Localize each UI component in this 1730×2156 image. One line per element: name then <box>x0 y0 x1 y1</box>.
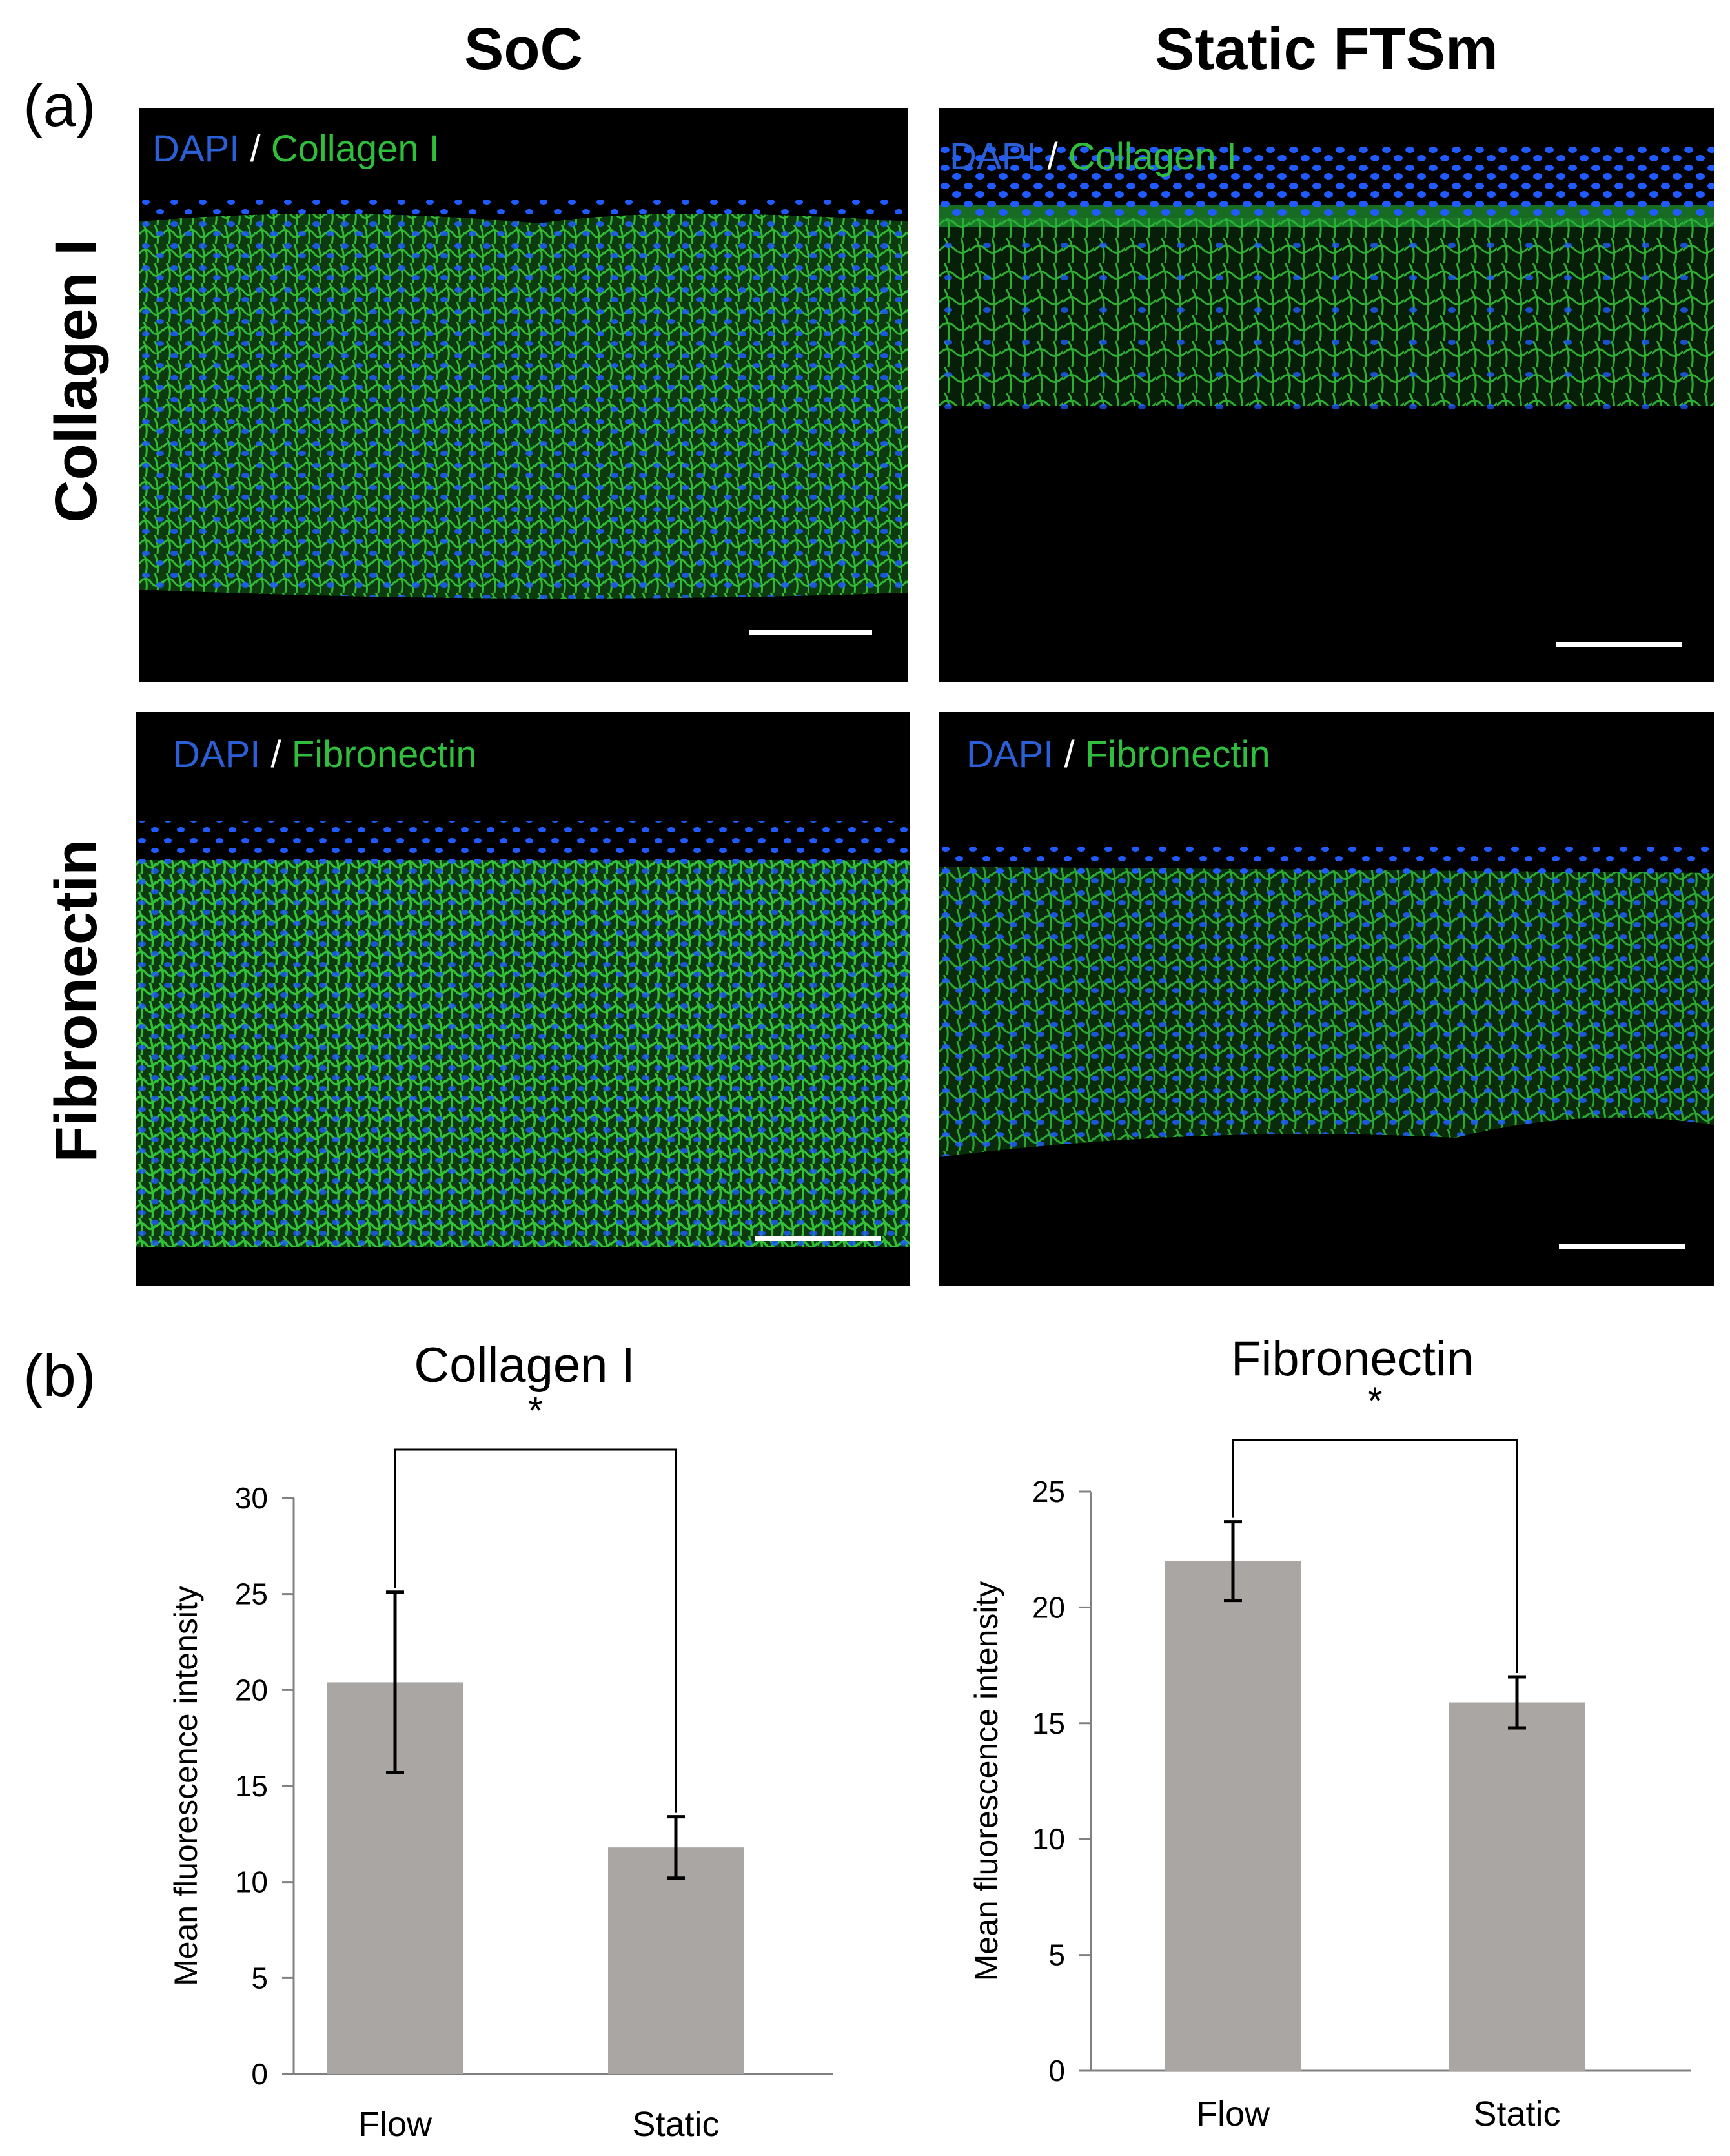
significance-star: * <box>1367 1379 1382 1422</box>
dapi-label: DAPI <box>152 128 240 170</box>
bar-flow <box>1165 1561 1301 2071</box>
y-tick-label: 5 <box>1048 1938 1065 1972</box>
stain-separator: / <box>1047 136 1058 178</box>
row-header-collagen: Collagen I <box>43 239 109 523</box>
micrograph-soc-collagen: DAPI / Collagen I <box>139 108 908 682</box>
column-header-soc: SoC <box>464 16 583 82</box>
chart-fibronectin-svg: Fibronectin Mean fluorescence intensity 0 5… <box>968 1331 1691 2133</box>
y-tick-label: 25 <box>1032 1475 1065 1508</box>
y-tick-label: 25 <box>235 1577 268 1611</box>
y-axis-label: Mean fluorescence intensity <box>968 1581 1004 1982</box>
stain-separator: / <box>1064 734 1075 775</box>
chart-fibronectin: Fibronectin Mean fluorescence intensity 0 5… <box>949 1331 1711 2150</box>
marker-label: Fibronectin <box>1084 734 1270 775</box>
y-tick-label: 20 <box>235 1673 268 1707</box>
scale-bar <box>1556 642 1682 647</box>
y-tick-label: 10 <box>235 1865 268 1899</box>
x-category-label: Static <box>632 2105 719 2144</box>
stain-separator: / <box>250 128 261 170</box>
column-header-static-ftsm: Static FTSm <box>1155 16 1498 82</box>
stain-label-static-fibronectin: DAPI / Fibronectin <box>966 736 1270 774</box>
dapi-label: DAPI <box>950 136 1037 178</box>
y-tick-label: 15 <box>1032 1707 1065 1740</box>
row-header-fibronectin: Fibronectin <box>43 839 109 1163</box>
micrograph-soc-collagen-image <box>139 192 908 599</box>
x-category-label: Static <box>1473 2095 1560 2133</box>
chart-collagen-svg: Collagen I Mean fluorescence intensity 0 5 1… <box>168 1338 833 2144</box>
y-tick-label: 30 <box>235 1481 268 1515</box>
scale-bar <box>755 1236 881 1241</box>
chart-title: Collagen I <box>414 1343 635 1393</box>
marker-label: Collagen I <box>1068 136 1237 178</box>
stain-label-soc-fibronectin: DAPI / Fibronectin <box>173 736 477 774</box>
micrograph-static-fibronectin-image <box>939 847 1714 1157</box>
significance-bracket <box>394 1448 677 1813</box>
x-category-label: Flow <box>1196 2095 1270 2133</box>
marker-label: Fibronectin <box>291 734 477 775</box>
y-axis-label: Mean fluorescence intensity <box>168 1586 204 1986</box>
marker-label: Collagen I <box>270 128 440 170</box>
y-tick-label: 20 <box>1032 1590 1065 1624</box>
chart-title: Fibronectin <box>1231 1337 1474 1386</box>
chart-collagen: Collagen I Mean fluorescence intensity 0 5 1… <box>148 1338 846 2150</box>
stain-label-soc-collagen: DAPI / Collagen I <box>152 130 440 168</box>
dapi-label: DAPI <box>966 734 1054 775</box>
dapi-label: DAPI <box>173 734 261 775</box>
scale-bar <box>1559 1244 1685 1249</box>
panel-a-label: (a) <box>23 73 96 139</box>
micrograph-static-fibronectin: DAPI / Fibronectin <box>939 712 1714 1286</box>
y-tick-label: 0 <box>1048 2054 1065 2088</box>
panel-b-label: (b) <box>23 1343 96 1409</box>
micrograph-soc-fibronectin: DAPI / Fibronectin <box>136 712 910 1286</box>
micrograph-static-collagen: DAPI / Collagen I <box>939 108 1714 682</box>
bar-static <box>608 1847 744 2074</box>
significance-bracket <box>1232 1439 1518 1674</box>
stain-separator: / <box>270 734 281 775</box>
significance-star: * <box>528 1389 543 1432</box>
stain-label-static-collagen: DAPI / Collagen I <box>950 138 1237 176</box>
micrograph-soc-fibronectin-image <box>136 821 910 1247</box>
y-tick-label: 15 <box>235 1769 268 1803</box>
x-category-label: Flow <box>358 2105 432 2144</box>
micrograph-static-collagen-image <box>939 147 1714 428</box>
y-tick-label: 5 <box>251 1961 268 1995</box>
y-tick-label: 0 <box>251 2057 268 2091</box>
y-tick-label: 10 <box>1032 1822 1065 1856</box>
scale-bar <box>749 630 872 635</box>
bar-static <box>1449 1702 1585 2071</box>
